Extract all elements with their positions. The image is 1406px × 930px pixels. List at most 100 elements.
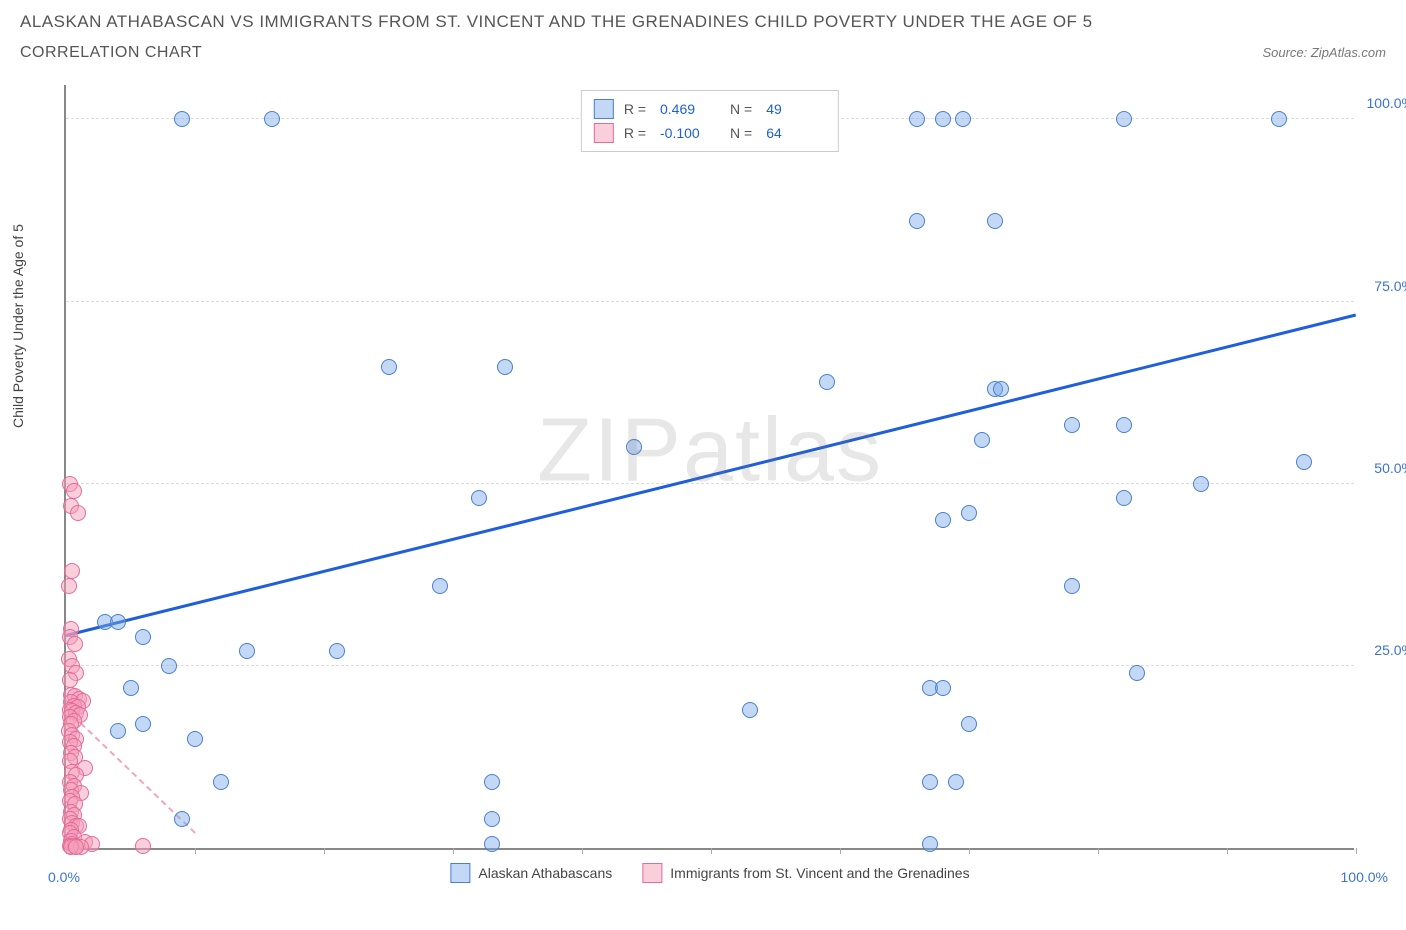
source-prefix: Source:: [1262, 45, 1310, 60]
chart-title-line1: ALASKAN ATHABASCAN VS IMMIGRANTS FROM ST…: [20, 12, 1386, 32]
pink-data-point: [70, 505, 86, 521]
r-label: R =: [624, 125, 646, 141]
blue-data-point: [213, 774, 229, 790]
watermark: ZIPatlas: [537, 400, 883, 503]
legend-series: Alaskan Athabascans Immigrants from St. V…: [450, 863, 969, 883]
blue-data-point: [993, 381, 1009, 397]
n-value: 64: [766, 125, 826, 141]
blue-data-point: [174, 111, 190, 127]
source-name: ZipAtlas.com: [1311, 45, 1386, 60]
blue-data-point: [987, 213, 1003, 229]
blue-data-point: [1116, 111, 1132, 127]
blue-data-point: [935, 512, 951, 528]
legend-swatch-pink: [594, 123, 614, 143]
x-tick: [711, 848, 712, 854]
x-tick: [840, 848, 841, 854]
n-label: N =: [730, 101, 752, 117]
blue-data-point: [961, 505, 977, 521]
legend-swatch-pink: [642, 863, 662, 883]
blue-data-point: [484, 811, 500, 827]
y-tick-label: 100.0%: [1359, 95, 1406, 111]
blue-data-point: [161, 658, 177, 674]
blue-data-point: [948, 774, 964, 790]
blue-data-point: [626, 439, 642, 455]
legend-swatch-blue: [450, 863, 470, 883]
x-tick-label: 0.0%: [48, 869, 80, 885]
blue-data-point: [471, 490, 487, 506]
watermark-thin: atlas: [683, 401, 883, 501]
blue-data-point: [497, 359, 513, 375]
blue-data-point: [174, 811, 190, 827]
blue-data-point: [922, 836, 938, 852]
blue-data-point: [264, 111, 280, 127]
blue-data-point: [742, 702, 758, 718]
blue-data-point: [239, 643, 255, 659]
blue-data-point: [909, 111, 925, 127]
legend-label: Immigrants from St. Vincent and the Gren…: [670, 865, 969, 881]
blue-data-point: [1064, 417, 1080, 433]
x-tick: [1098, 848, 1099, 854]
blue-data-point: [381, 359, 397, 375]
r-value: -0.100: [660, 125, 720, 141]
chart-title-line2: CORRELATION CHART: [20, 44, 1386, 62]
legend-stat-row: R = 0.469 N = 49: [594, 97, 826, 121]
blue-data-point: [329, 643, 345, 659]
legend-label: Alaskan Athabascans: [478, 865, 612, 881]
blue-data-point: [432, 578, 448, 594]
blue-trend-line: [66, 313, 1357, 636]
blue-data-point: [935, 680, 951, 696]
gridline: [66, 301, 1354, 302]
x-tick-label: 100.0%: [1341, 869, 1388, 885]
blue-data-point: [187, 731, 203, 747]
blue-data-point: [1129, 665, 1145, 681]
chart-header: ALASKAN ATHABASCAN VS IMMIGRANTS FROM ST…: [0, 0, 1406, 62]
n-value: 49: [766, 101, 826, 117]
x-tick: [1356, 848, 1357, 854]
blue-data-point: [922, 774, 938, 790]
blue-data-point: [909, 213, 925, 229]
pink-data-point: [68, 839, 84, 855]
blue-data-point: [110, 614, 126, 630]
blue-data-point: [484, 836, 500, 852]
r-value: 0.469: [660, 101, 720, 117]
y-axis-label: Child Poverty Under the Age of 5: [10, 224, 26, 428]
blue-data-point: [1271, 111, 1287, 127]
pink-data-point: [61, 578, 77, 594]
pink-data-point: [66, 483, 82, 499]
x-tick: [453, 848, 454, 854]
x-tick: [324, 848, 325, 854]
chart-container: Child Poverty Under the Age of 5 ZIPatla…: [48, 85, 1378, 875]
x-tick: [195, 848, 196, 854]
x-tick: [1227, 848, 1228, 854]
blue-data-point: [135, 629, 151, 645]
x-tick: [582, 848, 583, 854]
blue-data-point: [955, 111, 971, 127]
legend-swatch-blue: [594, 99, 614, 119]
blue-data-point: [935, 111, 951, 127]
legend-item: Alaskan Athabascans: [450, 863, 612, 883]
blue-data-point: [123, 680, 139, 696]
x-tick: [969, 848, 970, 854]
blue-data-point: [961, 716, 977, 732]
y-tick-label: 25.0%: [1359, 642, 1406, 658]
pink-data-point: [64, 563, 80, 579]
y-tick-label: 50.0%: [1359, 460, 1406, 476]
blue-data-point: [1296, 454, 1312, 470]
legend-stat-row: R = -0.100 N = 64: [594, 121, 826, 145]
gridline: [66, 483, 1354, 484]
pink-data-point: [135, 838, 151, 854]
plot-area: ZIPatlas R =0.469N =49R =-0.100N =64 Ala…: [64, 85, 1354, 850]
gridline: [66, 665, 1354, 666]
blue-data-point: [1193, 476, 1209, 492]
blue-data-point: [1064, 578, 1080, 594]
legend-item: Immigrants from St. Vincent and the Gren…: [642, 863, 969, 883]
source-attribution: Source: ZipAtlas.com: [1262, 45, 1386, 60]
blue-data-point: [1116, 417, 1132, 433]
blue-data-point: [484, 774, 500, 790]
blue-data-point: [110, 723, 126, 739]
legend-stats: R = 0.469 N = 49 R = -0.100 N = 64: [581, 90, 839, 152]
r-label: R =: [624, 101, 646, 117]
blue-data-point: [819, 374, 835, 390]
n-label: N =: [730, 125, 752, 141]
pink-data-point: [67, 636, 83, 652]
